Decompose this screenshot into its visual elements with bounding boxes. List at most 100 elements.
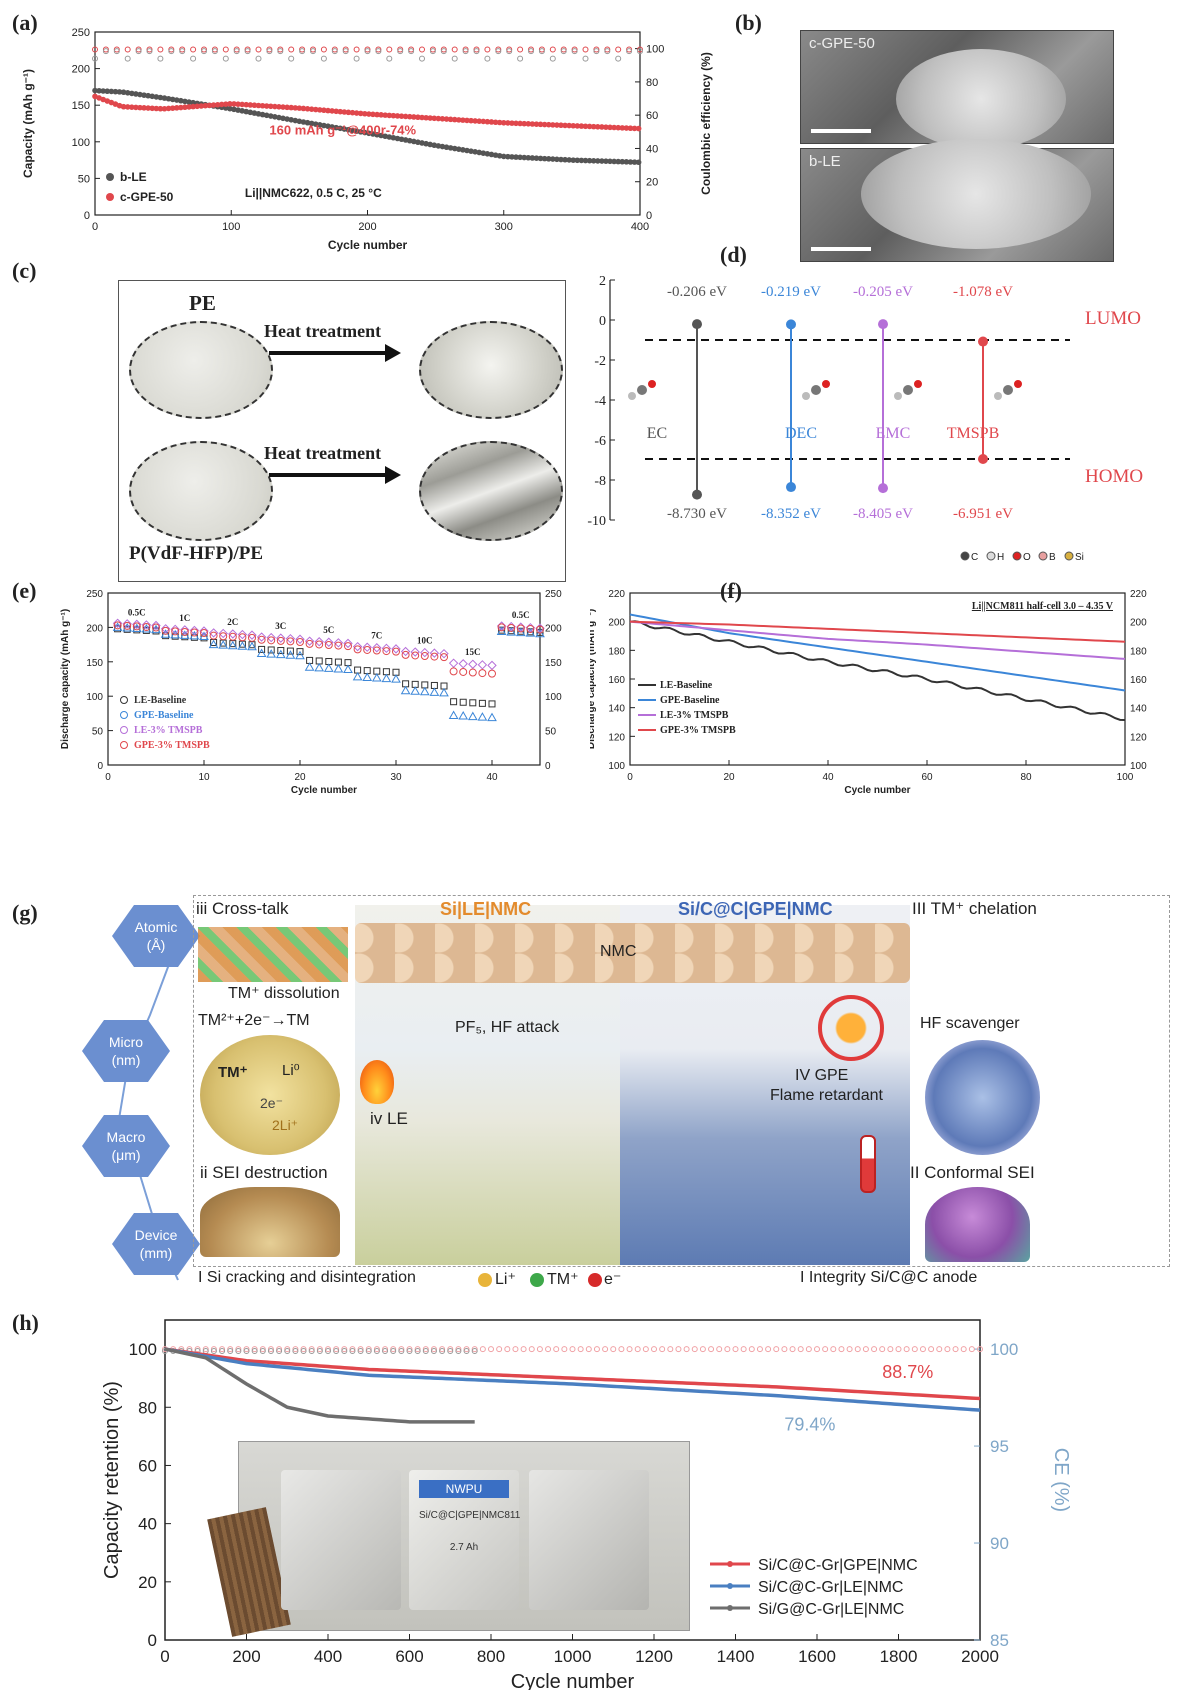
x-tick-label: 1000 [554, 1647, 592, 1666]
capacity-point-c-gpe-50 [137, 104, 143, 111]
thermometer-icon [860, 1135, 876, 1193]
capacity-point-c-gpe-50 [190, 103, 196, 110]
pvdf-disc-before [129, 441, 273, 541]
pouch-cell-2: NWPU Si/C@C|GPE|NMC811 2.7 Ah [409, 1470, 520, 1610]
y-tick-label: 150 [86, 658, 103, 669]
ce-point-gpe [484, 46, 491, 53]
capacity-point-c-gpe-50 [267, 103, 274, 110]
ce-point-gpe [538, 46, 545, 53]
capacity-point-c-gpe-50 [594, 124, 601, 130]
rate-point-gpe-baseline [266, 649, 277, 658]
x-tick-label: 400 [314, 1647, 342, 1666]
ce-point-gpe [397, 46, 404, 53]
rate-point-gpe-baseline [323, 663, 334, 672]
capacity-point-b-le [623, 159, 630, 165]
legend-label: LE-3% TMSPB [134, 725, 203, 736]
molecule-atom [628, 392, 636, 400]
y-tick-label: 120 [608, 732, 625, 743]
ce-point-gpe [582, 46, 589, 53]
capacity-point-c-gpe-50 [292, 105, 299, 111]
scale-micro: Micro (nm) [82, 1020, 170, 1082]
capacity-point-c-gpe-50 [214, 101, 221, 108]
ce-point-gpe [471, 1346, 478, 1353]
rate-point-gpe-baseline [477, 712, 488, 721]
panel-c-box: PE Heat treatment Heat treatment P(VdF-H… [118, 280, 566, 582]
rate-point-le-tmspb [352, 641, 363, 652]
capacity-point-c-gpe-50 [276, 104, 282, 110]
rate-point-gpe-baseline [285, 650, 296, 659]
y-tick-label: -6 [594, 434, 606, 449]
legend-marker [120, 741, 128, 749]
rate-point-le-baseline [277, 647, 285, 655]
panel-label-h: (h) [12, 1310, 39, 1335]
rate-point-gpe-baseline [515, 627, 526, 637]
gpe-flame-label: IV GPE [795, 1067, 849, 1084]
rate-point-gpe-tmspb [363, 645, 372, 654]
ce-point-gpe [903, 1346, 910, 1353]
pouch-cell-photo: NWPU Si/C@C|GPE|NMC811 2.7 Ah [207, 1441, 690, 1637]
ce-point-sig [308, 1348, 315, 1355]
nmc-label: NMC [600, 943, 637, 960]
rate-point-le-tmspb [333, 638, 344, 648]
ce-point-gpe [488, 1346, 494, 1353]
ce-point-gpe [463, 1346, 470, 1353]
integrity-label: I Integrity Si/C@C anode [800, 1269, 978, 1286]
molecule-name: EC [647, 425, 667, 442]
heat-label-top: Heat treatment [264, 321, 382, 341]
rate-point-le-tmspb [237, 629, 248, 640]
capacity-point-c-gpe-50 [505, 120, 511, 126]
rate-point-gpe-baseline [525, 628, 536, 637]
capacity-point-c-gpe-50 [247, 102, 254, 108]
capacity-point-b-le [145, 92, 151, 99]
ce-point-le [528, 48, 534, 55]
molecule-name: TMSPB [947, 425, 999, 442]
capacity-point-c-gpe-50 [284, 104, 290, 111]
attack-label: PF₅, HF attack [455, 1019, 560, 1036]
rate-point-gpe-baseline [439, 687, 449, 697]
ce-point-le [571, 48, 578, 55]
ce-point-gpe [135, 46, 142, 53]
capacity-point-c-gpe-50 [370, 111, 376, 118]
rate-point-gpe-tmspb [219, 632, 228, 641]
legend-marker [106, 173, 114, 181]
x-tick-label: 0 [92, 221, 98, 233]
ce-point-gpe [429, 46, 436, 53]
y-axis-label: Discharge capacity (mAh g⁻¹) [60, 609, 71, 749]
rate-point-le-tmspb [256, 632, 267, 642]
capacity-point-c-gpe-50 [321, 107, 327, 114]
ce-point-gpe [222, 46, 229, 53]
capacity-point-c-gpe-50 [468, 117, 474, 124]
capacity-point-c-gpe-50 [435, 115, 442, 122]
capacity-point-c-gpe-50 [411, 114, 417, 120]
capacity-point-c-gpe-50 [619, 125, 626, 131]
ce-point-gpe [593, 46, 600, 53]
homo-value: -8.352 eV [761, 506, 821, 522]
rate-point-gpe-baseline [314, 662, 325, 672]
capacity-point-b-le [558, 156, 564, 163]
atom-legend-label: H [997, 552, 1004, 563]
ce-point-le [386, 55, 393, 62]
ce-point-sig [243, 1348, 250, 1355]
ce-point-gpe [259, 1346, 266, 1353]
atom-legend-label: B [1049, 552, 1056, 563]
ce-point-gpe [124, 46, 131, 53]
y2-tick-label: 80 [646, 77, 658, 89]
ce-point-le [135, 48, 142, 55]
ce-point-gpe [699, 1346, 706, 1353]
rate-point-gpe-tmspb [478, 669, 487, 678]
capacity-point-b-le [574, 157, 581, 164]
capacity-point-c-gpe-50 [529, 121, 536, 127]
rate-point-gpe-baseline [419, 686, 430, 696]
rate-point-le-tmspb [285, 633, 296, 644]
y-tick-label: 200 [72, 64, 90, 76]
ce-point-sig [422, 1348, 429, 1355]
rate-point-gpe-tmspb [488, 669, 496, 678]
capacity-point-c-gpe-50 [361, 110, 368, 117]
capacity-point-c-gpe-50 [288, 104, 295, 111]
x-tick-label: 800 [477, 1647, 505, 1666]
rate-point-gpe-baseline [275, 649, 286, 659]
ce-point-sig [471, 1348, 478, 1355]
ce-point-gpe [553, 1346, 560, 1353]
ce-point-gpe [365, 1346, 372, 1353]
ce-point-gpe [300, 1346, 307, 1353]
